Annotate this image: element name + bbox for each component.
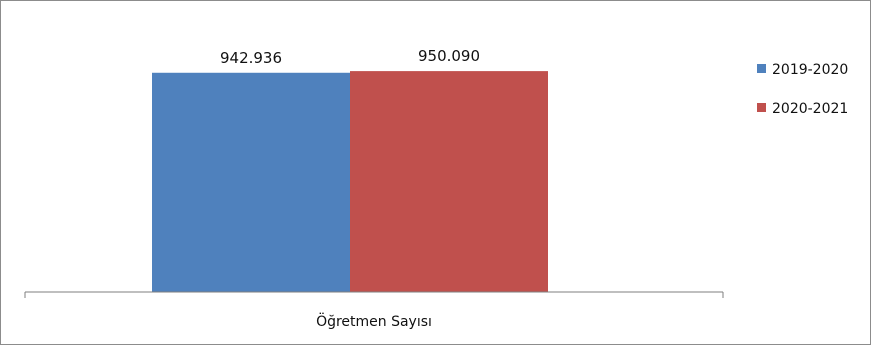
legend-swatch-2020-2021 [757,103,766,112]
labels-layer: 942.936 950.090 Öğretmen Sayısı [220,47,480,330]
bar-2019-2020 [152,72,350,292]
legend-layer: 2019-2020 2020-2021 [757,62,848,117]
data-label-2019-2020: 942.936 [220,49,282,67]
bar-2020-2021 [350,71,548,293]
legend-swatch-2019-2020 [757,64,766,73]
bars-layer [152,71,548,293]
category-label: Öğretmen Sayısı [316,312,432,330]
axis-layer [24,291,724,298]
data-label-2020-2021: 950.090 [418,47,480,65]
legend-label-2019-2020: 2019-2020 [772,62,848,78]
legend-label-2020-2021: 2020-2021 [772,101,848,117]
